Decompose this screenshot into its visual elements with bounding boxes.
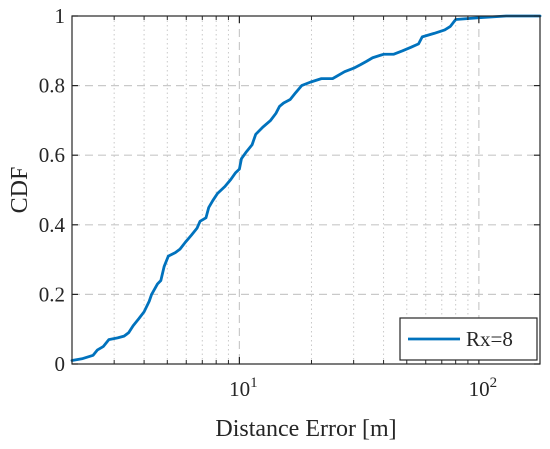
y-tick-label: 0 xyxy=(55,352,66,376)
y-tick-label: 0.6 xyxy=(39,143,65,167)
y-tick-label: 1 xyxy=(55,4,66,28)
series-line-0 xyxy=(70,14,542,362)
major-grid xyxy=(72,16,540,364)
plot-frame xyxy=(71,15,541,365)
x-tick-label: 101 xyxy=(229,375,257,401)
legend: Rx=8 xyxy=(399,317,538,361)
plot-background xyxy=(72,16,540,364)
x-tick-label: 102 xyxy=(469,375,498,401)
tick-marks xyxy=(72,15,540,365)
y-tick-label: 0.8 xyxy=(39,74,65,98)
x-axis-label: Distance Error [m] xyxy=(215,416,396,442)
x-tick-labels: 101 102 xyxy=(229,375,497,401)
y-axis-label: CDF xyxy=(7,167,33,214)
series-layer xyxy=(70,14,542,362)
y-tick-label: 0.4 xyxy=(39,213,66,237)
y-tick-label: 0.2 xyxy=(39,282,65,306)
legend-entry-label: Rx=8 xyxy=(466,327,513,351)
y-tick-labels: 0 0.2 0.4 0.6 0.8 1 xyxy=(39,4,66,376)
